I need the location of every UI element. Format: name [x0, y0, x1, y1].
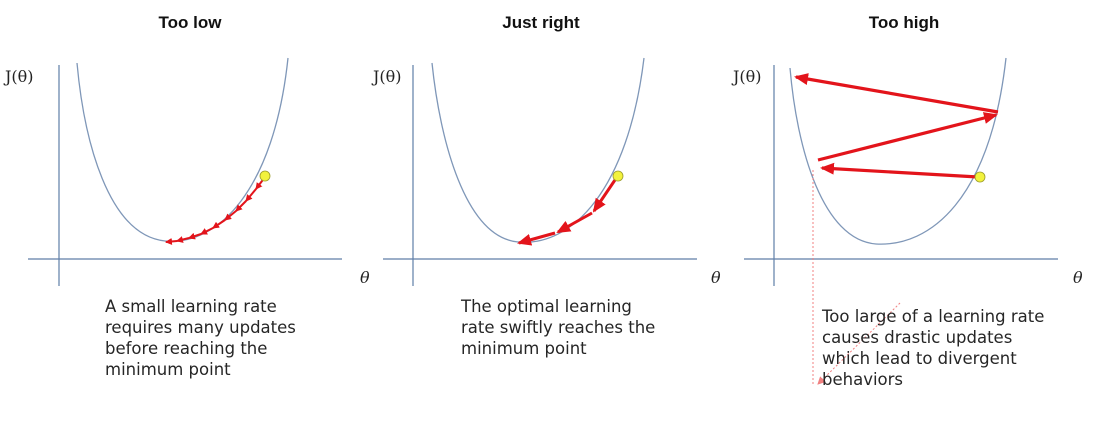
step-arrow: [817, 112, 998, 162]
caption-line: causes drastic updates: [822, 328, 1013, 347]
pointer-line: [817, 302, 901, 385]
cost-curve: [76, 57, 289, 242]
small-step-arrows: [165, 176, 266, 245]
y-axis-label: J(θ): [731, 67, 762, 86]
cost-curve: [789, 57, 1007, 245]
caption-line: which lead to divergent: [822, 349, 1017, 368]
x-axis-label: θ: [711, 268, 721, 287]
caption-line: rate swiftly reaches the: [461, 318, 656, 337]
y-axis-label: J(θ): [371, 67, 402, 86]
step-arrow: [556, 211, 593, 234]
x-axis-label: θ: [360, 268, 370, 287]
start-point: [974, 171, 986, 183]
panel-too-low: Too low J(θ) θ: [3, 13, 370, 287]
start-point: [259, 170, 271, 182]
step-arrow: [517, 231, 556, 246]
y-axis-label: J(θ): [3, 67, 34, 86]
caption-line: requires many updates: [105, 318, 296, 337]
step-arrows: [517, 176, 619, 246]
step-arrow: [176, 236, 190, 243]
panel-too-high: Too high J(θ) θ: [731, 13, 1083, 385]
caption-line: The optimal learning: [461, 297, 632, 316]
cost-curve: [431, 57, 645, 243]
caption-too-high: Too large of a learning rate causes dras…: [822, 306, 1044, 390]
step-arrow: [245, 188, 257, 202]
caption-just-right: The optimal learning rate swiftly reache…: [461, 296, 655, 359]
caption-line: minimum point: [105, 360, 231, 379]
panel-just-right: Just right J(θ) θ: [371, 13, 721, 287]
step-arrow: [794, 73, 999, 114]
step-arrow: [188, 232, 202, 240]
step-arrow: [165, 237, 178, 245]
step-arrow: [820, 162, 979, 179]
x-axis-label: θ: [1073, 268, 1083, 287]
caption-too-low: A small learning rate requires many upda…: [105, 296, 296, 380]
step-arrow: [224, 210, 237, 221]
step-arrow: [235, 200, 247, 212]
step-arrow: [592, 176, 619, 213]
step-arrow: [212, 219, 226, 229]
step-arrow: [200, 227, 214, 235]
start-point: [612, 170, 624, 182]
panel-title: Too low: [159, 13, 223, 32]
caption-line: before reaching the: [105, 339, 268, 358]
panel-title: Too high: [869, 13, 940, 32]
caption-pointer: [812, 170, 901, 385]
caption-line: Too large of a learning rate: [822, 307, 1045, 326]
divergent-arrows: [794, 73, 999, 179]
panel-title: Just right: [502, 13, 580, 32]
caption-line: minimum point: [461, 339, 587, 358]
caption-line: behaviors: [822, 370, 904, 389]
caption-line: A small learning rate: [105, 297, 277, 316]
